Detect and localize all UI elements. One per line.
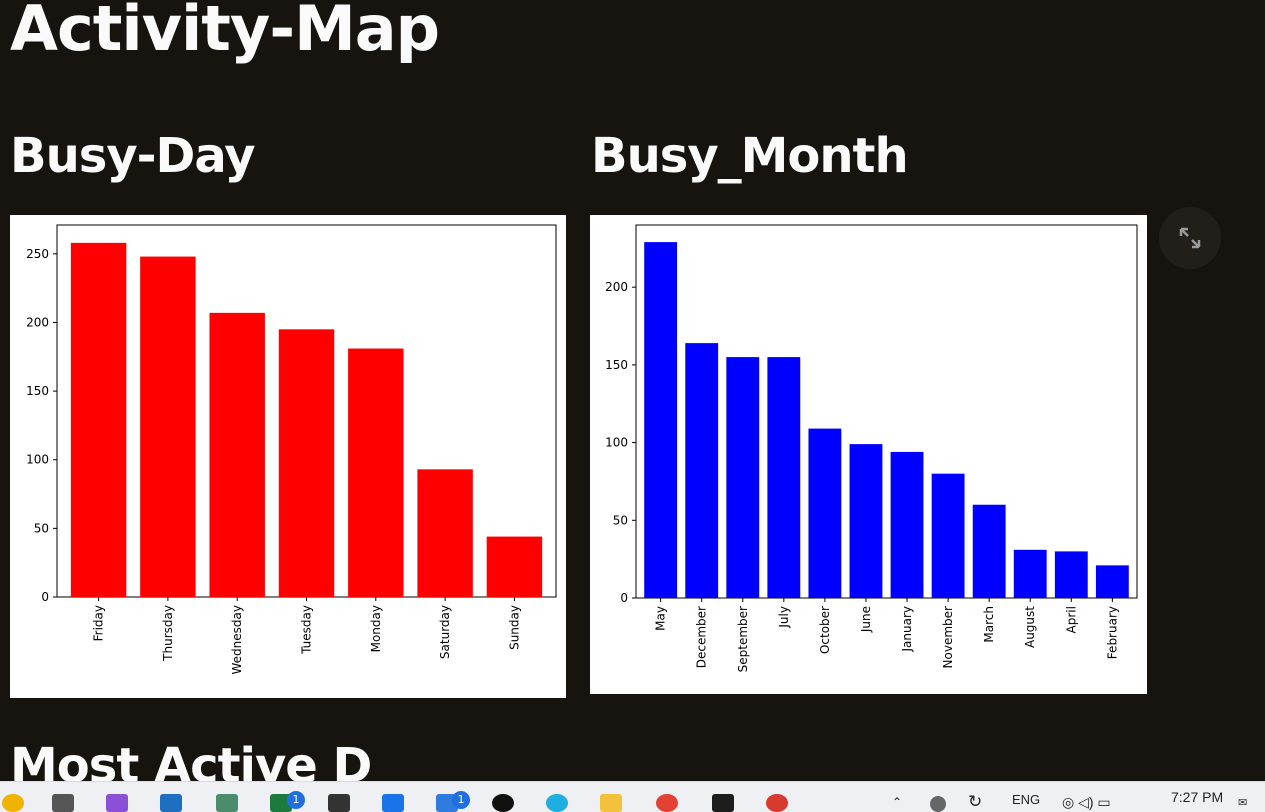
x-tick-label: November <box>941 606 955 668</box>
bar-january <box>890 451 924 598</box>
bar-november <box>931 473 965 598</box>
x-tick-label: December <box>695 606 709 668</box>
fullscreen-expand-icon <box>1179 227 1201 249</box>
network-volume-battery-icon[interactable]: ◎ ◁) ▭ <box>1062 794 1111 810</box>
y-tick-label: 150 <box>605 358 628 372</box>
x-tick-label: Friday <box>92 605 106 641</box>
bar-march <box>972 504 1006 598</box>
edge-icon[interactable] <box>546 794 568 812</box>
y-tick-label: 100 <box>605 436 628 450</box>
bar-october <box>808 428 842 598</box>
bar-august <box>1013 549 1047 598</box>
github-icon[interactable] <box>492 794 514 812</box>
x-tick-label: July <box>777 606 791 629</box>
chrome-icon[interactable] <box>656 794 678 812</box>
x-tick-label: Thursday <box>161 605 175 662</box>
busy-day-heading: Busy-Day <box>10 128 256 184</box>
show-hidden-icons-icon[interactable]: ⌃ <box>892 795 903 809</box>
busy-month-heading: Busy_Month <box>591 128 909 184</box>
language-indicator[interactable]: ENG <box>1012 792 1041 807</box>
y-tick-label: 200 <box>605 280 628 294</box>
bar-saturday <box>417 469 473 597</box>
x-tick-label: June <box>859 606 873 633</box>
bar-september <box>726 357 760 598</box>
file-explorer-icon[interactable] <box>600 794 622 812</box>
refresh-icon[interactable]: ↻ <box>968 792 983 811</box>
x-tick-label: October <box>818 606 832 654</box>
y-tick-label: 0 <box>41 590 49 604</box>
x-tick-label: Tuesday <box>300 605 314 655</box>
x-tick-label: Wednesday <box>230 605 244 674</box>
y-tick-label: 100 <box>26 453 49 467</box>
x-tick-label: August <box>1023 606 1037 648</box>
chatgpt-icon[interactable] <box>216 794 238 812</box>
copilot-icon[interactable] <box>106 794 128 812</box>
y-tick-label: 200 <box>26 315 49 329</box>
task-view-icon[interactable] <box>52 794 74 812</box>
y-tick-label: 0 <box>620 591 628 605</box>
bar-tuesday <box>278 329 335 597</box>
bar-monday <box>348 348 404 597</box>
tray-app-icon[interactable] <box>930 796 946 812</box>
bar-june <box>849 444 883 598</box>
x-tick-label: April <box>1064 606 1078 633</box>
bar-february <box>1095 565 1129 598</box>
clock-time[interactable]: 7:27 PM <box>1171 789 1224 805</box>
bar-july <box>767 357 801 598</box>
todo-badge: 1 <box>452 791 470 809</box>
x-tick-label: Saturday <box>438 605 452 659</box>
plot-frame <box>635 224 1138 599</box>
bar-sunday <box>486 536 543 597</box>
chrome-profile-icon[interactable] <box>766 794 788 812</box>
bar-may <box>644 242 678 598</box>
busy-month-chart: 0 50 100 150 200 May December September July Octo… <box>590 215 1147 694</box>
notification-icon[interactable]: ✉ <box>1238 797 1248 809</box>
app-icon[interactable] <box>328 794 350 812</box>
x-tick-label: January <box>900 606 914 653</box>
x-tick-label: Sunday <box>507 605 521 650</box>
x-tick-label: February <box>1105 606 1119 659</box>
bar-december <box>685 343 719 598</box>
bar-thursday <box>140 256 196 597</box>
fullscreen-expand-button[interactable] <box>1159 207 1221 269</box>
store-icon[interactable] <box>160 794 182 812</box>
x-tick-label: May <box>654 606 668 631</box>
y-tick-label: 50 <box>34 521 49 535</box>
y-tick-label: 150 <box>26 384 49 398</box>
windows-taskbar: 1 1 ⌃ ↻ ENG ◎ ◁) ▭ 7:27 PM ✉ <box>0 781 1265 812</box>
bar-wednesday <box>209 312 265 597</box>
bar-friday <box>70 242 127 597</box>
busy-day-chart: 0 50 100 150 200 250 Friday Thursday Wednesday Tu… <box>10 215 566 698</box>
pycharm-icon[interactable] <box>712 794 734 812</box>
busy-month-chart-svg: 0 50 100 150 200 May December September July Octo… <box>605 224 1138 672</box>
excel-badge: 1 <box>287 791 305 809</box>
y-tick-label: 50 <box>613 513 628 527</box>
y-tick-label: 250 <box>26 247 49 261</box>
weather-icon[interactable] <box>2 794 24 812</box>
x-tick-label: March <box>982 606 996 643</box>
vscode-icon[interactable] <box>382 794 404 812</box>
x-tick-label: Monday <box>369 605 383 652</box>
x-tick-label: September <box>736 606 750 672</box>
bar-april <box>1054 551 1088 598</box>
busy-day-chart-svg: 0 50 100 150 200 250 Friday Thursday Wednesday Tu… <box>26 224 557 674</box>
page-title: Activity-Map <box>10 0 440 65</box>
excel-icon[interactable] <box>270 794 292 812</box>
